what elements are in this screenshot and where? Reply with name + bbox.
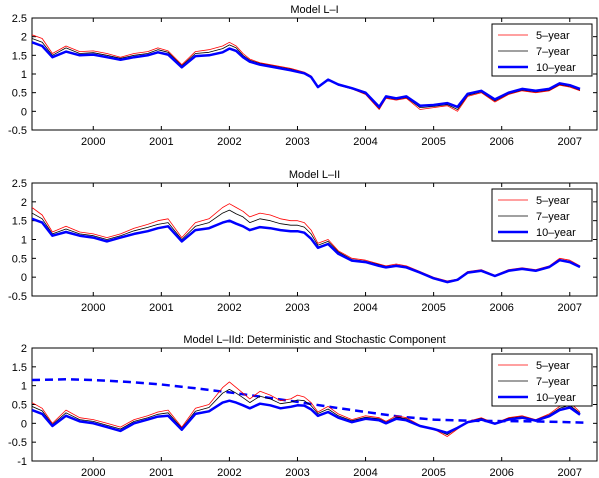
x-tick-label: 2007 [558,302,582,314]
panel-model-l-iid: Model L–IId: Deterministic and Stochasti… [8,334,598,478]
legend-label: 10–year [536,227,576,239]
legend: 5–year 7–year 10–year [491,353,593,407]
y-tick-label: 2.5 [12,13,27,25]
plot-area [32,378,584,437]
x-tick-label: 2005 [421,467,445,478]
series-line-10-year [32,217,581,284]
plot-area [32,203,581,284]
y-tick-label: 2 [21,32,27,44]
x-tick-label: 2006 [489,136,513,148]
legend-label: 5–year [536,195,570,207]
x-tick-label: 2000 [81,136,105,148]
panel-model-l-i: Model L–I -0.5 0 0.5 1 1.5 2 2.5 2000 2001 2002 200… [8,4,598,148]
x-tick-label: 2003 [285,302,309,314]
y-tick-label: 0 [21,272,27,284]
series-line-10-year [32,399,581,435]
y-tick-label: 1.5 [12,362,27,374]
y-tick-label: 1 [21,381,27,393]
x-tick-label: 2003 [285,467,309,478]
chart-title: Model L–IId: Deterministic and Stochasti… [183,334,445,346]
y-tick-label: -0.5 [8,291,27,303]
x-tick-label: 2000 [81,302,105,314]
y-tick-label: 2 [21,343,27,355]
y-tick-label: -1 [17,456,27,468]
y-tick-label: 1.5 [12,216,27,228]
panel-model-l-ii: Model L–II -0.5 0 0.5 1 1.5 2 2.5 2000 2001 2002 20… [8,169,598,314]
x-tick-label: 2002 [217,467,241,478]
y-tick-label: 1 [21,235,27,247]
y-tick-label: 0.5 [12,400,27,412]
x-tick-label: 2004 [353,136,377,148]
y-tick-label: 0 [21,106,27,118]
x-tick-label: 2000 [81,467,105,478]
plot-area [32,34,581,112]
x-tick-label: 2006 [489,302,513,314]
chart-title: Model L–II [289,169,340,181]
series-line-5-year [32,381,581,437]
y-tick-label: 2 [21,197,27,209]
x-tick-label: 2007 [558,467,582,478]
y-tick-label: 0.5 [12,253,27,265]
x-tick-label: 2002 [217,302,241,314]
y-tick-label: 1 [21,69,27,81]
legend-label: 7–year [536,211,570,223]
legend: 5–year 7–year 10–year [491,23,593,77]
legend-label: 5–year [536,360,570,372]
legend-label: 7–year [536,376,570,388]
x-tick-label: 2005 [421,302,445,314]
y-tick-label: -0.5 [8,437,27,449]
x-tick-label: 2004 [353,467,377,478]
legend-label: 10–year [536,62,576,74]
legend-label: 5–year [536,30,570,42]
x-tick-label: 2001 [149,302,173,314]
x-tick-label: 2003 [285,136,309,148]
legend-label: 7–year [536,46,570,58]
x-tick-label: 2004 [353,302,377,314]
x-tick-label: 2002 [217,136,241,148]
y-tick-label: 1.5 [12,50,27,62]
series-line-5-year [32,34,581,112]
x-tick-label: 2001 [149,467,173,478]
legend: 5–year 7–year 10–year [491,188,593,242]
y-tick-label: -0.5 [8,125,27,137]
y-tick-label: 0 [21,418,27,430]
y-tick-label: 2.5 [12,178,27,190]
series-line-10-year [32,41,581,109]
x-tick-label: 2005 [421,136,445,148]
legend-label: 10–year [536,392,576,404]
x-tick-label: 2006 [489,467,513,478]
chart-title: Model L–I [290,4,338,16]
x-tick-label: 2007 [558,136,582,148]
y-tick-label: 0.5 [12,88,27,100]
x-tick-label: 2001 [149,136,173,148]
